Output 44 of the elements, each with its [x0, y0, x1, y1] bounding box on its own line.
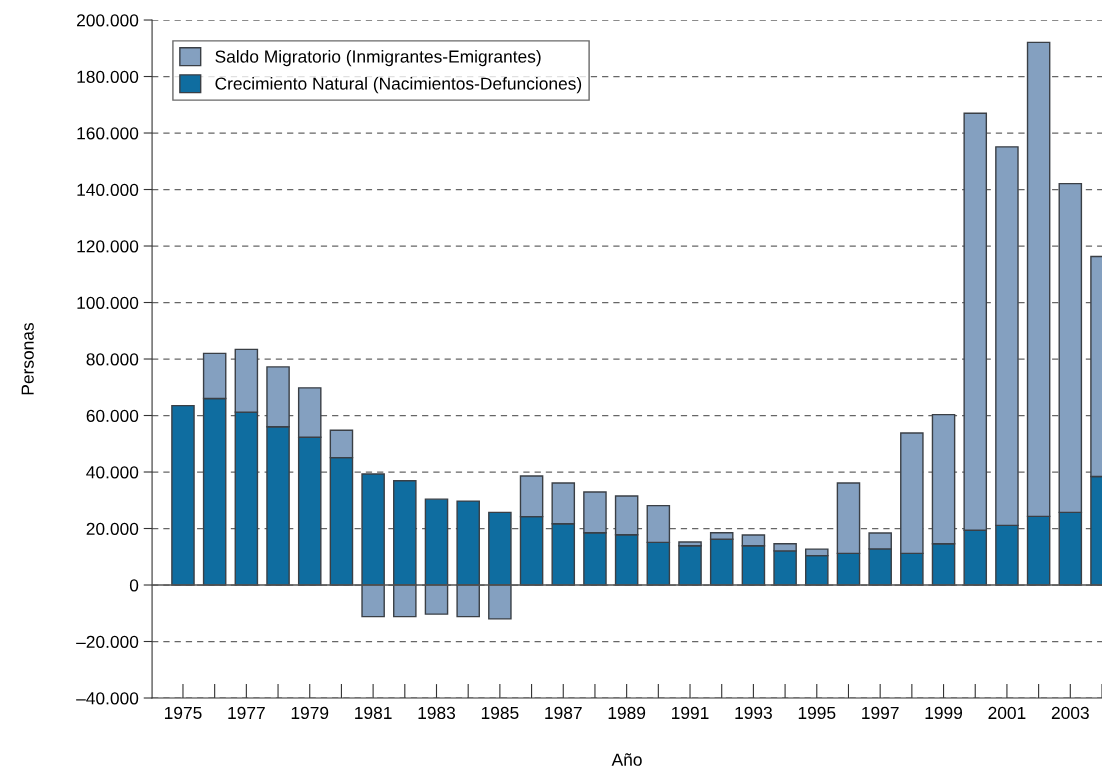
bar [361, 584, 385, 618]
x-tick-label: 1977 [228, 706, 265, 720]
legend-label: Crecimiento Natural (Nacimientos-Defunciones) [215, 77, 582, 94]
y-tick-label: 20.000 [86, 522, 139, 535]
y-tick-label: –20.000 [76, 635, 139, 648]
bar [678, 545, 702, 586]
bar [456, 584, 480, 618]
x-tick-label: 2001 [988, 706, 1026, 720]
y-tick-label: 80.000 [86, 353, 139, 366]
y-tick-label: –40.000 [76, 692, 139, 705]
x-tick-label: 1981 [355, 706, 392, 720]
bar [393, 480, 417, 586]
x-tick-label: 1989 [608, 706, 646, 720]
x-tick-label: 1987 [545, 706, 582, 720]
y-tick-label: 140.000 [77, 183, 139, 196]
x-tick-label: 1985 [481, 706, 519, 720]
x-tick-label: 1993 [735, 706, 772, 720]
x-tick-label: 1979 [291, 706, 329, 720]
x-tick-label: 2003 [1051, 706, 1089, 720]
bar [393, 584, 417, 618]
y-tick-label: 200.000 [77, 14, 139, 27]
bar [488, 511, 512, 586]
bar [171, 404, 195, 586]
bar [488, 584, 512, 620]
x-tick-label: 1995 [798, 706, 836, 720]
bar [424, 498, 449, 586]
bar [361, 473, 385, 586]
y-tick-label: 160.000 [77, 127, 139, 140]
x-tick-label: 1983 [418, 706, 456, 720]
bar [456, 500, 480, 586]
y-tick-label: 180.000 [77, 70, 139, 83]
x-axis-title: Año [611, 753, 642, 766]
x-tick-label: 1997 [862, 706, 899, 720]
y-tick-label: 40.000 [86, 466, 139, 479]
y-tick-label: 100.000 [77, 296, 139, 309]
x-tick-label: 1999 [925, 706, 963, 720]
y-tick-label: 60.000 [86, 409, 139, 422]
x-tick-label: 1975 [164, 706, 202, 720]
y-axis-title: Personas [21, 322, 34, 395]
y-tick-label: 0 [129, 579, 139, 592]
x-tick-label: 1991 [672, 706, 709, 720]
y-tick-label: 120.000 [77, 240, 139, 253]
legend-label: Saldo Migratorio (Inmigrantes-Emigrantes) [215, 49, 541, 67]
bar [424, 584, 449, 615]
